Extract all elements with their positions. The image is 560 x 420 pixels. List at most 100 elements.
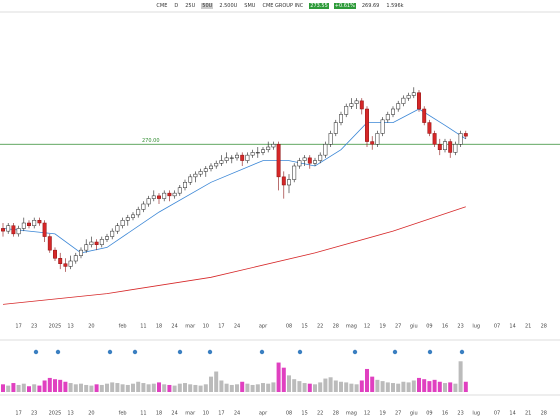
option[interactable]: 50U xyxy=(201,3,214,9)
x-tick-label: 24 xyxy=(171,324,177,330)
event-dot[interactable] xyxy=(459,349,465,355)
volume-bar xyxy=(53,379,57,392)
candle-body xyxy=(16,228,21,235)
candle-body xyxy=(177,187,182,194)
volume-bar xyxy=(21,383,26,392)
candle-body xyxy=(1,228,5,232)
x-tick-label: 24 xyxy=(234,411,240,417)
volume-bar xyxy=(167,384,172,392)
event-dot[interactable] xyxy=(207,349,213,355)
x-tick-label: 13 xyxy=(67,411,73,417)
candle-body xyxy=(391,108,395,115)
x-tick-label: 23 xyxy=(31,411,37,417)
volume-bar xyxy=(323,378,328,392)
x-tick-label: 08 xyxy=(286,411,292,417)
volume-bar xyxy=(203,384,208,392)
x-tick-label: 10 xyxy=(203,411,209,417)
candle-body xyxy=(219,160,224,164)
volume-bar xyxy=(276,362,281,392)
option[interactable]: SMU xyxy=(244,3,256,9)
candle-body xyxy=(255,152,260,154)
candle-body xyxy=(27,222,31,226)
change: +0.61% xyxy=(333,3,356,9)
volume-bar xyxy=(47,377,52,392)
volume-bar xyxy=(146,384,151,392)
event-dot[interactable] xyxy=(427,349,433,355)
volume-bar xyxy=(115,383,120,392)
candle-body xyxy=(422,108,427,123)
candle-body xyxy=(432,133,437,145)
candle-body xyxy=(224,157,229,161)
volume-bar xyxy=(297,381,302,392)
event-dot[interactable] xyxy=(33,349,39,355)
x-tick-label: lug xyxy=(472,411,480,417)
option[interactable]: 2.500U xyxy=(219,3,238,9)
candle-body xyxy=(427,122,432,134)
volume-bar xyxy=(391,383,395,392)
volume-bar xyxy=(417,377,421,392)
x-tick-label: 20 xyxy=(88,324,94,330)
level-label: 270.00 xyxy=(142,138,160,144)
candle-body xyxy=(307,157,312,164)
event-dots xyxy=(33,349,465,355)
x-tick-label: 07 xyxy=(494,324,500,330)
candle-body xyxy=(396,103,401,110)
volume-bar xyxy=(240,381,245,392)
candle-body xyxy=(89,241,94,245)
x-tick-label: 09 xyxy=(426,324,432,330)
x-tick-label: mar xyxy=(185,324,196,330)
candle-body xyxy=(458,133,463,145)
candle-body xyxy=(84,244,89,251)
candle-body xyxy=(183,182,187,188)
event-dot[interactable] xyxy=(392,349,398,355)
candle-body xyxy=(349,103,354,107)
volume-bar xyxy=(162,384,167,392)
x-tick-label: 21 xyxy=(525,411,531,417)
x-tick-label: 20 xyxy=(88,411,94,417)
event-dot[interactable] xyxy=(55,349,61,355)
candle-body xyxy=(110,230,115,237)
period[interactable]: D xyxy=(174,3,179,9)
candle-body xyxy=(99,239,104,245)
candle-body xyxy=(370,141,375,145)
volume-bar xyxy=(302,383,307,392)
volume-bar xyxy=(6,385,11,392)
volume-bar xyxy=(63,381,68,392)
event-dot[interactable] xyxy=(297,349,303,355)
volume-bar xyxy=(219,380,224,392)
candle-body xyxy=(47,236,52,251)
volume-bar xyxy=(110,382,115,392)
x-tick-label: 28 xyxy=(333,324,339,330)
volume-bar xyxy=(229,384,234,392)
symbol[interactable]: CME xyxy=(156,3,168,9)
candle-body xyxy=(271,144,276,148)
candle-body xyxy=(318,154,323,161)
event-dot[interactable] xyxy=(352,349,358,355)
candle-body xyxy=(328,133,333,145)
candle-body xyxy=(287,179,291,186)
x-tick-label: 18 xyxy=(156,324,162,330)
x-tick-label: giu xyxy=(410,324,418,330)
volume-bar xyxy=(37,385,42,392)
option[interactable]: 25U xyxy=(185,3,196,9)
candle-body xyxy=(193,173,198,178)
x-tick-label: 07 xyxy=(494,411,500,417)
candle-body xyxy=(380,119,385,134)
event-dot[interactable] xyxy=(132,349,138,355)
candle-body xyxy=(333,122,338,134)
event-dot[interactable] xyxy=(107,349,113,355)
moving-average-fast xyxy=(2,108,467,254)
candle-body xyxy=(261,149,265,153)
volume-bar xyxy=(131,383,135,392)
event-dot[interactable] xyxy=(259,349,265,355)
volume-bar xyxy=(89,385,94,392)
x-tick-label: 23 xyxy=(457,324,463,330)
x-tick-label: feb xyxy=(119,324,127,330)
volume-bar xyxy=(463,381,468,392)
x-tick-label: 28 xyxy=(541,411,547,417)
x-tick-label: giu xyxy=(410,411,418,417)
candle-body xyxy=(21,222,26,229)
event-dot[interactable] xyxy=(177,349,183,355)
x-tick-label: apr xyxy=(259,324,268,330)
